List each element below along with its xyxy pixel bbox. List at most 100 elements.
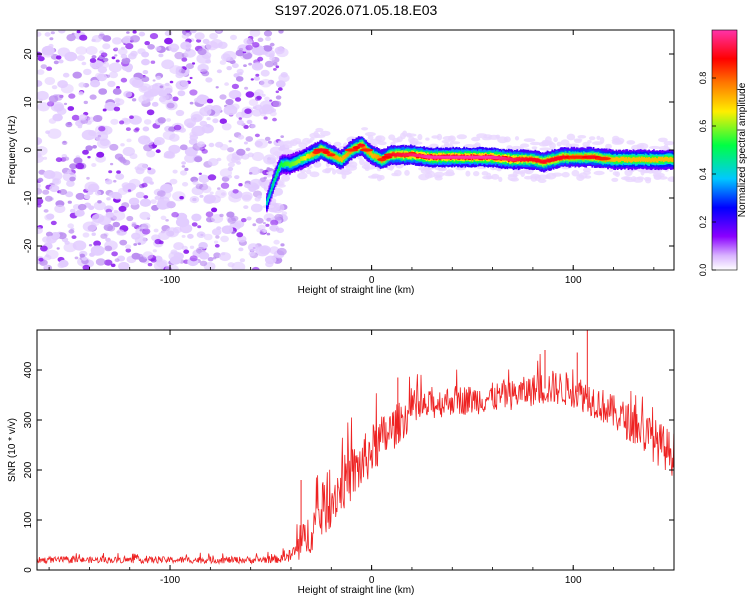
noise-blob (143, 195, 149, 199)
noise-blob (42, 156, 48, 160)
noise-blob (71, 114, 80, 121)
ridge-cell (285, 161, 288, 166)
noise-blob (189, 101, 194, 105)
noise-blob (67, 106, 75, 111)
noise-blob (117, 48, 128, 56)
ridge-peak (344, 148, 359, 152)
noise-blob (63, 102, 68, 106)
noise-blob (162, 130, 176, 140)
noise-blob (105, 211, 114, 218)
noise-blob (125, 67, 132, 73)
noise-blob (37, 187, 43, 195)
ridge-cell (291, 161, 294, 166)
noise-blob (221, 252, 226, 256)
noise-blob (123, 90, 133, 98)
ridge-halo (349, 161, 358, 168)
ridge-cell (633, 157, 636, 162)
noise-blob (114, 97, 121, 103)
ridge-halo (511, 145, 522, 150)
noise-blob (113, 179, 117, 183)
noise-blob (220, 182, 230, 189)
ridge-halo (486, 172, 492, 180)
noise-blob (50, 31, 55, 35)
noise-blob (91, 38, 96, 42)
noise-blob (37, 102, 50, 112)
ridge-cell (377, 155, 380, 160)
noise-blob (182, 182, 189, 187)
noise-blob (234, 175, 240, 180)
ridge-cell (650, 158, 653, 163)
spectrogram-xtick-label: -100 (160, 275, 180, 286)
noise-blob (254, 138, 268, 149)
noise-blob (272, 117, 277, 122)
noise-blob (58, 59, 64, 64)
noise-blob (65, 122, 73, 128)
ridge-halo (375, 135, 386, 143)
noise-blob (126, 31, 130, 34)
ridge-halo (611, 177, 619, 182)
spectrogram-ytick-label: 10 (23, 96, 34, 108)
ridge-halo (514, 136, 520, 141)
noise-blob (150, 60, 156, 64)
noise-blob (130, 35, 141, 43)
noise-blob (122, 118, 131, 125)
colorbar-gradient (712, 30, 737, 270)
ridge-halo (456, 134, 467, 140)
ridge-cell (659, 156, 661, 161)
noise-blob (91, 232, 96, 236)
ridge-halo (332, 168, 337, 175)
ridge-cell (643, 157, 646, 162)
noise-blob (205, 41, 219, 51)
ridge-cell (662, 157, 665, 163)
noise-blob (142, 251, 154, 260)
ridge-halo (361, 127, 369, 131)
noise-blob (238, 247, 244, 252)
noise-blob (264, 255, 277, 265)
noise-blob (260, 69, 270, 77)
noise-blob (201, 185, 212, 194)
ridge-cell (638, 156, 641, 161)
noise-blob (68, 229, 75, 234)
noise-blob (253, 76, 260, 81)
ridge-cell (337, 156, 340, 161)
snr-ytick-label: 200 (23, 461, 34, 478)
noise-blob (216, 226, 222, 231)
noise-blob (198, 174, 210, 183)
ridge-halo (582, 167, 592, 173)
ridge-halo (651, 168, 659, 173)
noise-blob (201, 149, 208, 154)
ridge-halo (471, 136, 481, 142)
noise-blob (38, 257, 44, 262)
noise-blob (202, 182, 208, 187)
noise-blob (174, 51, 185, 60)
noise-blob (85, 46, 98, 55)
ridge-peak (357, 143, 366, 147)
noise-blob (43, 209, 49, 213)
noise-blob (263, 45, 273, 52)
noise-blob (158, 96, 167, 103)
ridge-halo (524, 175, 533, 180)
noise-blob (243, 64, 247, 67)
noise-blob (100, 233, 108, 239)
noise-blob (129, 153, 138, 160)
noise-blob (243, 141, 248, 145)
ridge-halo (279, 141, 291, 145)
ridge-halo (273, 151, 282, 156)
noise-blob (115, 173, 125, 180)
noise-blob (74, 210, 83, 217)
noise-blob (274, 213, 284, 221)
noise-blob (103, 57, 109, 62)
noise-blob (69, 208, 76, 213)
colorbar-frame (711, 29, 738, 271)
noise-blob (120, 53, 128, 59)
noise-blob (91, 163, 97, 167)
noise-blob (128, 178, 141, 188)
spectrogram-ytick-label: -20 (23, 238, 34, 253)
spectrogram-xtick-label: 100 (565, 275, 582, 286)
noise-blob (250, 78, 254, 81)
noise-blob (227, 162, 235, 168)
noise-blob (142, 70, 149, 75)
noise-blob (201, 70, 210, 77)
spectrogram-ytick-label: -10 (23, 190, 34, 205)
noise-blob (153, 228, 159, 233)
